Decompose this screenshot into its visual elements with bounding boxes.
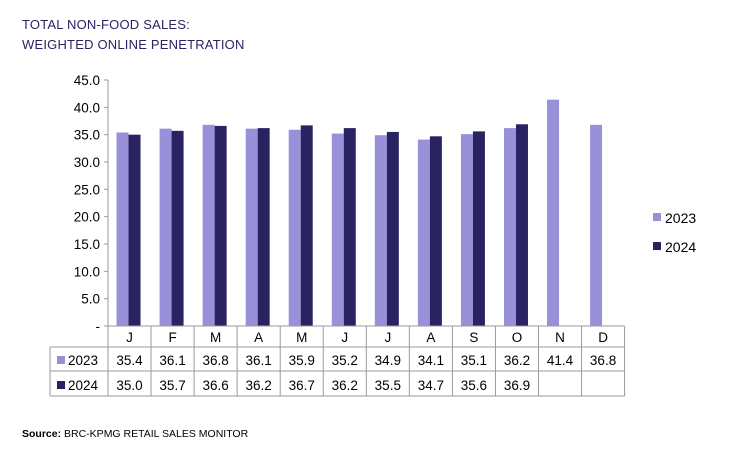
data-label-2024-4: 36.2 <box>246 378 272 393</box>
source-label: Source: <box>22 428 62 440</box>
bar-2023-8 <box>417 139 430 326</box>
x-tick-label: D <box>598 330 608 345</box>
bar-2024-10 <box>515 124 528 326</box>
data-label-2023-12: 36.8 <box>590 353 616 368</box>
data-label-2023-4: 36.1 <box>246 353 272 368</box>
data-label-2023-7: 34.9 <box>375 353 401 368</box>
data-label-2023-11: 41.4 <box>547 353 574 368</box>
bar-2024-9 <box>472 131 485 326</box>
bar-2024-1 <box>128 134 141 326</box>
bar-2024-4 <box>257 128 270 326</box>
source-text: BRC-KPMG RETAIL SALES MONITOR <box>64 428 249 440</box>
x-tick-label: A <box>426 330 435 345</box>
bar-2023-4 <box>245 128 258 326</box>
data-label-2023-10: 36.2 <box>504 353 530 368</box>
bar-2023-11 <box>547 99 560 327</box>
x-tick-label: O <box>512 330 523 345</box>
bar-2023-10 <box>503 128 516 326</box>
data-label-2023-8: 34.1 <box>418 353 444 368</box>
bar-2023-7 <box>374 135 387 326</box>
y-tick-label: 45.0 <box>74 73 100 88</box>
data-label-2023-9: 35.1 <box>461 353 487 368</box>
y-tick-label: 10.0 <box>74 264 100 279</box>
data-label-2024-1: 35.0 <box>116 378 142 393</box>
data-label-2024-3: 36.6 <box>202 378 228 393</box>
x-tick-label: N <box>555 330 565 345</box>
x-tick-label: F <box>168 330 176 345</box>
legend-swatch-2024 <box>653 242 661 250</box>
legend-label-2024: 2024 <box>665 239 696 255</box>
bar-2024-5 <box>300 125 313 326</box>
bar-2023-9 <box>460 134 473 326</box>
x-tick-label: M <box>210 330 221 345</box>
data-label-2024-2: 35.7 <box>159 378 185 393</box>
bar-2023-6 <box>331 133 344 326</box>
y-tick-label: 20.0 <box>74 210 100 225</box>
x-tick-label: J <box>341 330 348 345</box>
chart-title-line-2: WEIGHTED ONLINE PENETRATION <box>22 37 245 52</box>
data-label-2023-2: 36.1 <box>159 353 185 368</box>
bar-2023-5 <box>288 129 301 326</box>
table-row-label: 2024 <box>68 378 99 393</box>
data-label-2024-7: 35.5 <box>375 378 401 393</box>
bar-2023-1 <box>116 132 129 326</box>
y-tick-label: 35.0 <box>74 128 100 143</box>
x-tick-label: A <box>254 330 263 345</box>
bar-2024-6 <box>343 128 356 326</box>
data-label-2023-5: 35.9 <box>289 353 315 368</box>
x-tick-label: J <box>384 330 391 345</box>
data-label-2024-6: 36.2 <box>332 378 358 393</box>
bar-2023-12 <box>590 124 603 327</box>
y-tick-label: 30.0 <box>74 155 100 170</box>
legend-label-2023: 2023 <box>665 210 696 226</box>
bar-2023-2 <box>159 128 172 326</box>
table-key-2023 <box>57 356 65 364</box>
bar-2024-8 <box>429 136 442 326</box>
source-note: Source: BRC-KPMG RETAIL SALES MONITOR <box>22 428 248 440</box>
chart-title-line-1: TOTAL NON-FOOD SALES: <box>22 17 190 32</box>
table-row-label: 2023 <box>68 353 98 368</box>
data-label-2024-9: 35.6 <box>461 378 487 393</box>
data-label-2024-10: 36.9 <box>504 378 530 393</box>
legend-swatch-2023 <box>653 213 661 221</box>
data-label-2023-3: 36.8 <box>202 353 228 368</box>
bar-2024-7 <box>386 131 399 326</box>
bar-2024-2 <box>171 130 184 326</box>
y-tick-label: 15.0 <box>74 237 100 252</box>
x-tick-label: M <box>296 330 307 345</box>
data-label-2024-8: 34.7 <box>418 378 444 393</box>
table-key-2024 <box>57 381 65 389</box>
x-tick-label: S <box>469 330 478 345</box>
bar-2024-3 <box>214 125 227 326</box>
y-tick-label: 5.0 <box>81 292 100 307</box>
data-label-2023-1: 35.4 <box>116 353 143 368</box>
y-tick-label: 25.0 <box>74 182 100 197</box>
x-tick-label: J <box>126 330 133 345</box>
chart-title: TOTAL NON-FOOD SALES: WEIGHTED ONLINE PE… <box>22 15 245 55</box>
data-label-2024-5: 36.7 <box>289 378 315 393</box>
data-label-2023-6: 35.2 <box>332 353 358 368</box>
y-tick-label: 40.0 <box>74 100 100 115</box>
bar-2023-3 <box>202 124 215 327</box>
y-tick-label: - <box>96 319 101 334</box>
